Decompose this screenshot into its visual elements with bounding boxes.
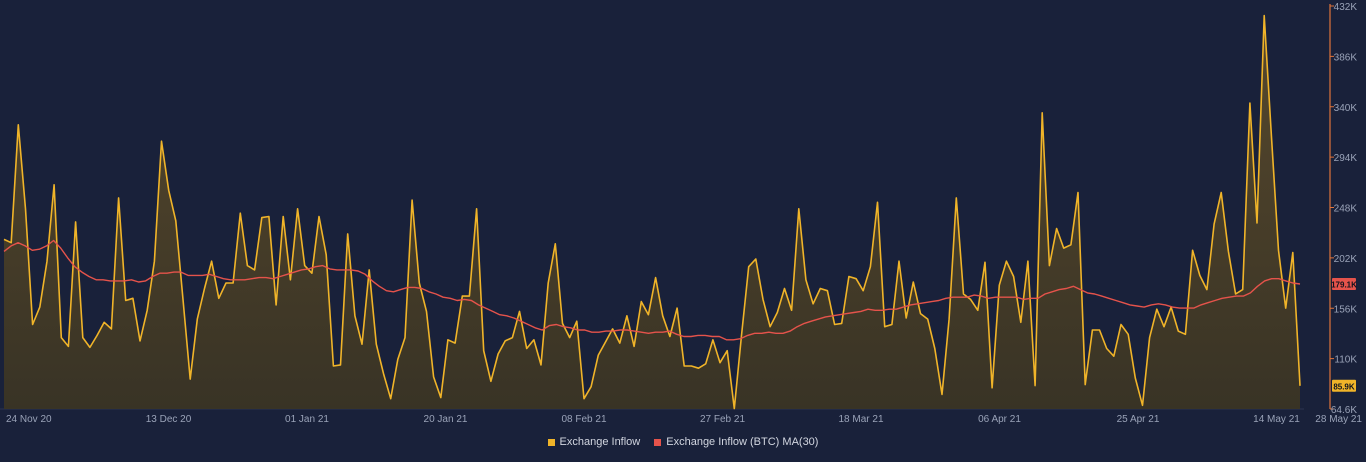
x-tick-label: 27 Feb 21 (700, 414, 745, 425)
svg-text:179.1K: 179.1K (1331, 281, 1357, 290)
y-tick-label: 110K (1334, 355, 1357, 366)
legend-item-ma30[interactable]: Exchange Inflow (BTC) MA(30) (654, 436, 818, 448)
exchange-inflow-area (4, 15, 1300, 409)
last-value-badges: 179.1K 85.9K (1331, 278, 1357, 392)
y-tick-label: 294K (1334, 153, 1358, 164)
x-tick-label: 06 Apr 21 (978, 414, 1021, 425)
ma30-last-value-badge: 179.1K (1331, 278, 1357, 291)
x-tick-label: 18 Mar 21 (838, 414, 883, 425)
legend-swatch-exchange-inflow (547, 438, 555, 446)
x-tick-label: 13 Dec 20 (146, 414, 192, 425)
y-axis: 432K 386K 340K 294K 248K 202K 156K 110K 64.6K (1329, 2, 1358, 416)
y-tick-label: 248K (1334, 204, 1358, 215)
y-tick-label: 64.6K (1331, 405, 1357, 416)
x-tick-label: 08 Feb 21 (561, 414, 606, 425)
x-tick-label: 25 Apr 21 (1117, 414, 1160, 425)
legend-item-exchange-inflow[interactable]: Exchange Inflow (547, 436, 641, 448)
svg-text:85.9K: 85.9K (1333, 382, 1355, 391)
legend-label-exchange-inflow: Exchange Inflow (559, 436, 641, 448)
x-tick-label: 01 Jan 21 (285, 414, 329, 425)
x-axis: 24 Nov 20 13 Dec 20 01 Jan 21 20 Jan 21 08 F… (0, 408, 1362, 425)
legend: Exchange Inflow Exchange Inflow (BTC) MA… (0, 436, 1366, 448)
plot-area (3, 14, 1301, 410)
x-tick-label: 20 Jan 21 (424, 414, 468, 425)
y-tick-label: 202K (1334, 254, 1358, 265)
y-tick-label: 386K (1334, 52, 1358, 63)
exchange-inflow-last-value-badge: 85.9K (1332, 379, 1356, 392)
exchange-inflow-line (3, 14, 1301, 410)
y-tick-label: 156K (1334, 304, 1358, 315)
x-tick-label: 14 May 21 (1253, 414, 1300, 425)
x-tick-label: 28 May 21 (1315, 414, 1362, 425)
exchange-inflow-ma30-line (3, 239, 1301, 341)
legend-label-ma30: Exchange Inflow (BTC) MA(30) (666, 436, 819, 448)
y-tick-label: 340K (1334, 103, 1358, 114)
legend-swatch-ma30 (654, 438, 662, 446)
x-tick-label: 24 Nov 20 (6, 414, 52, 425)
y-tick-label: 432K (1334, 2, 1358, 13)
